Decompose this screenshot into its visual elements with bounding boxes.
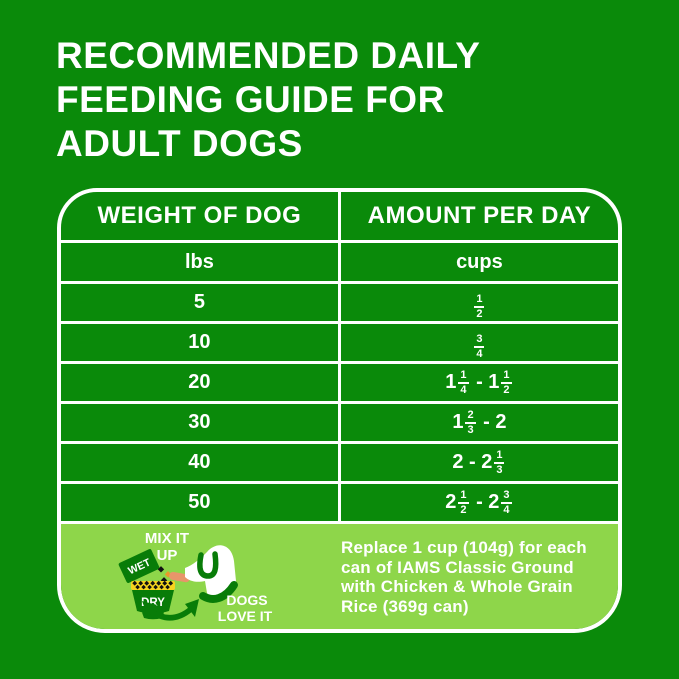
replacement-note: Replace 1 cup (104g) for each can of IAM… <box>341 538 587 616</box>
weight-column-header: WEIGHT OF DOG <box>61 192 341 242</box>
dogs-love-it-label: DOGS <box>226 592 267 608</box>
page-title-line: FEEDING GUIDE FOR <box>56 79 445 120</box>
mix-it-up-label: MIX IT <box>145 530 189 547</box>
dog-ear-icon <box>197 551 219 579</box>
weight-cell: 5 <box>61 281 341 323</box>
amount-text: - 1 <box>470 371 500 393</box>
page-title-line: RECOMMENDED DAILY <box>56 35 481 76</box>
weight-unit-cell: lbs <box>61 240 341 283</box>
dogs-love-it-label: LOVE IT <box>218 608 273 624</box>
table-row: 10 3 4 <box>61 321 618 363</box>
weight-cell: 50 <box>61 481 341 521</box>
replacement-note-line: Rice (369g can) <box>341 596 469 616</box>
table-header-row: WEIGHT OF DOG AMOUNT PER DAY <box>61 192 618 242</box>
table-row: 30 1 2 3 - 2 <box>61 401 618 443</box>
amount-text: 1 <box>445 371 457 393</box>
amount-unit-cell: cups <box>339 240 618 283</box>
wet-food-pack-icon: WET <box>118 549 160 583</box>
weight-cell: 20 <box>61 361 341 403</box>
weight-cell: 40 <box>61 441 341 483</box>
amount-text: 1 <box>452 411 464 433</box>
amount-column-header: AMOUNT PER DAY <box>367 202 592 229</box>
mix-it-up-label: UP <box>157 547 178 564</box>
mix-it-up-footer: MIX IT UP WET <box>61 521 618 629</box>
amount-text: - 2 <box>477 411 507 433</box>
page-title-line: ADULT DOGS <box>56 123 303 164</box>
dog-tongue-icon <box>169 571 190 583</box>
page-title: RECOMMENDED DAILY FEEDING GUIDE FOR ADUL… <box>56 34 480 166</box>
amount-text: - 2 <box>470 491 500 513</box>
replacement-note-line: with Chicken & Whole Grain <box>341 577 573 596</box>
replacement-note-line: can of IAMS Classic Ground <box>341 557 574 577</box>
dog-head-icon <box>185 545 238 603</box>
weight-cell: 10 <box>61 321 341 363</box>
unit-row: lbs cups <box>61 240 618 283</box>
table-body: lbs cups 5 1 2 10 3 4 20 1 1 4 - 1 1 2 30 1 2 3 - 2 40 2 … <box>61 240 618 521</box>
mix-arrows-icon <box>142 599 199 621</box>
dog-collar-icon <box>199 581 238 603</box>
amount-text: 2 - 2 <box>452 451 493 473</box>
replacement-note-line: Replace 1 cup (104g) for each <box>341 538 587 557</box>
amount-text: 2 <box>445 491 457 513</box>
mix-it-up-illustration: MIX IT UP WET <box>118 530 273 624</box>
weight-cell: 30 <box>61 401 341 443</box>
